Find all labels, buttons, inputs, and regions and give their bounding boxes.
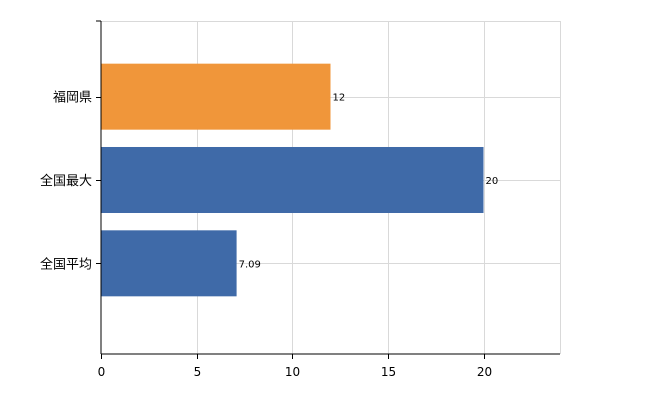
bar [101,146,484,213]
data-label: 12 [333,93,346,104]
category-label: 全国最大 [40,173,92,189]
axes [96,20,560,355]
bars [101,63,484,297]
x-tick-label: 0 [98,365,106,379]
category-label: 全国平均 [40,256,92,272]
data-label: 20 [486,176,499,187]
bar [101,230,237,297]
x-tick-label: 10 [285,365,300,379]
data-label: 7.09 [239,259,261,270]
x-tick-label: 5 [194,365,202,379]
data-labels: 12 20 7.09 [239,93,499,271]
bar [101,63,331,130]
x-tick-label: 20 [477,365,492,379]
x-axis-ticks: 0 5 10 15 20 [96,97,492,379]
x-tick-label: 15 [381,365,396,379]
category-label: 福岡県 [53,91,92,106]
